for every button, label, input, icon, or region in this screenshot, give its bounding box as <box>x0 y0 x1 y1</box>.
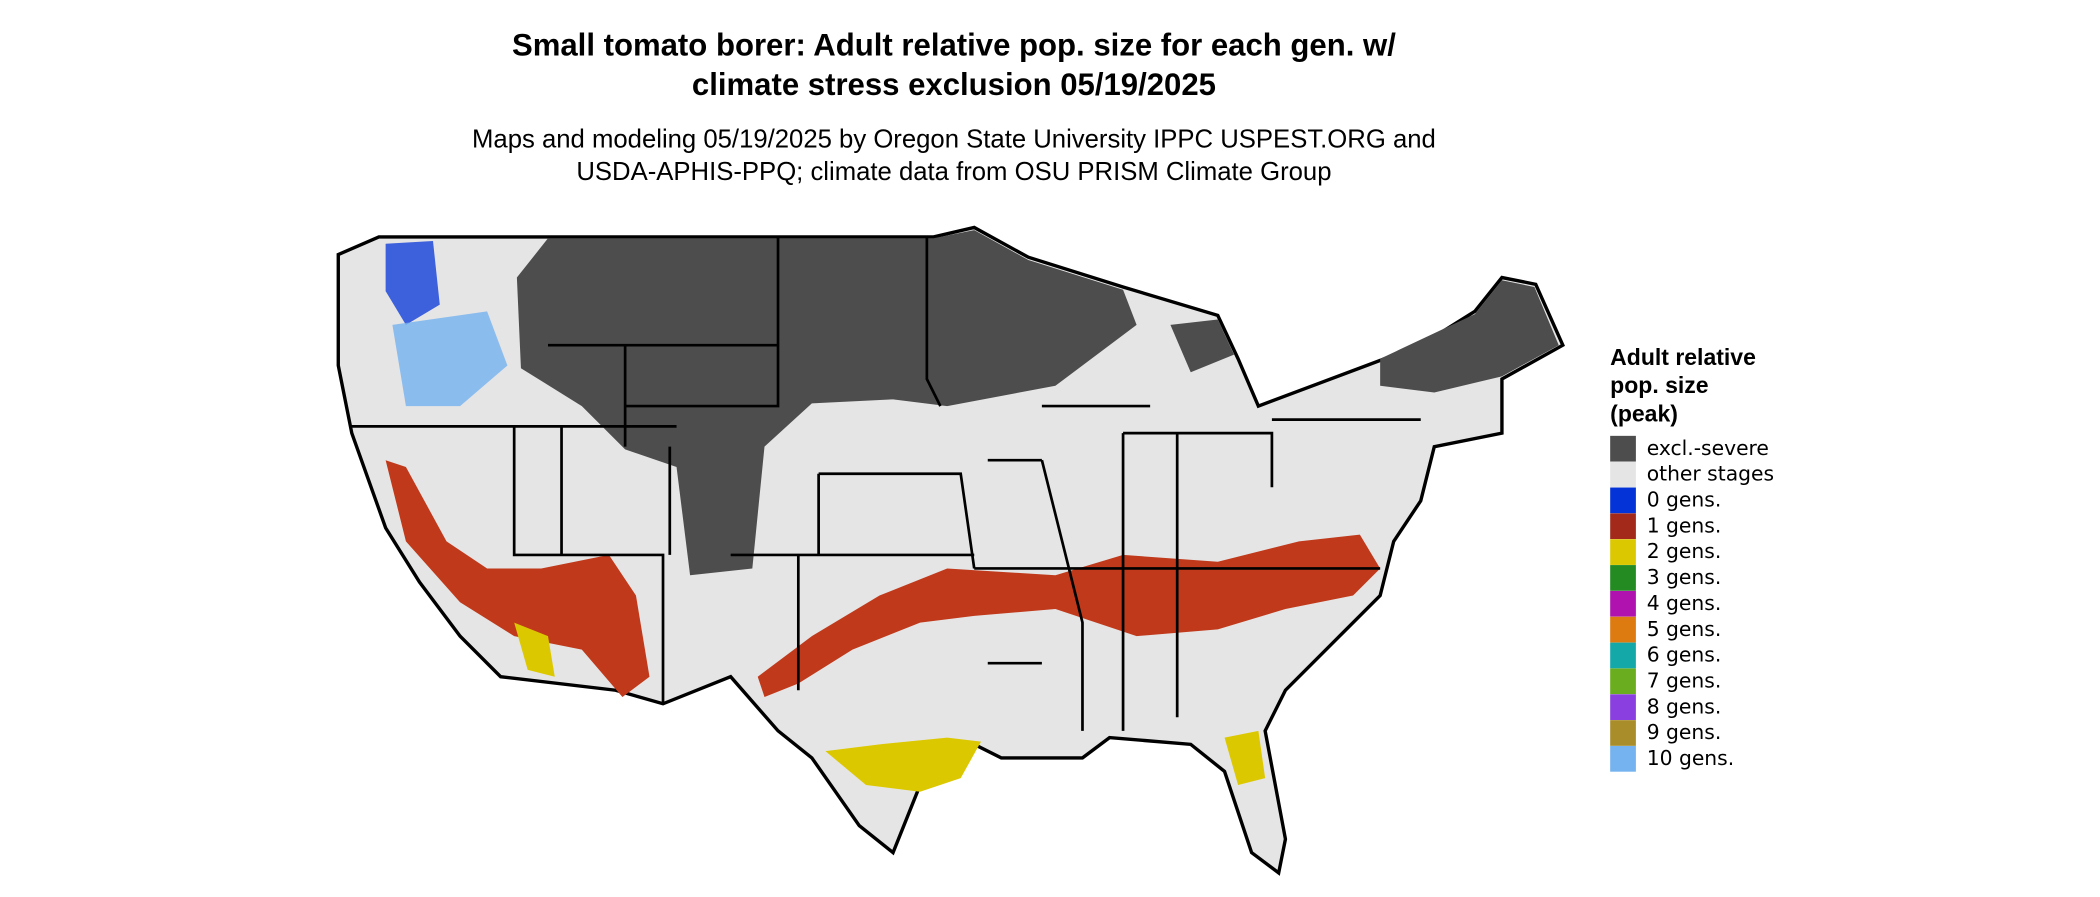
one-gen-band <box>757 534 1381 697</box>
legend-label: 10 gens. <box>1647 746 1734 770</box>
legend-label: other stages <box>1647 462 1774 486</box>
legend-label: 8 gens. <box>1647 694 1722 718</box>
legend-swatch <box>1610 668 1636 695</box>
two-gen-band <box>1224 730 1266 785</box>
legend-swatch <box>1610 694 1636 721</box>
legend-label: 6 gens. <box>1647 643 1722 667</box>
legend-swatch <box>1610 487 1636 514</box>
excluded-region <box>1170 319 1235 373</box>
two-gen-band <box>514 622 555 677</box>
legend-title: (peak) <box>1610 401 1678 427</box>
legend-label: 7 gens. <box>1647 668 1722 692</box>
excluded-region <box>1380 280 1559 393</box>
chart-title: Small tomato borer: Adult relative pop. … <box>512 28 1396 63</box>
legend-swatch <box>1610 616 1636 643</box>
state-borders <box>349 236 1421 731</box>
legend-title: pop. size <box>1610 372 1708 398</box>
legend-label: 2 gens. <box>1647 539 1722 563</box>
legend-swatch <box>1610 435 1636 462</box>
legend-swatch <box>1610 745 1636 772</box>
legend-label: 1 gens. <box>1647 513 1722 537</box>
two-gen-band <box>825 737 981 792</box>
legend-label: excl.-severe <box>1647 436 1769 460</box>
one-gen-band <box>385 460 650 697</box>
cold-region <box>392 311 508 407</box>
title-block: Small tomato borer: Adult relative pop. … <box>472 28 1436 186</box>
legend-swatch <box>1610 590 1636 617</box>
legend-label: 3 gens. <box>1647 565 1722 589</box>
legend-swatch <box>1610 539 1636 565</box>
legend-swatch <box>1610 461 1636 488</box>
chart-title: climate stress exclusion 05/19/2025 <box>692 67 1216 102</box>
legend-swatch <box>1610 513 1636 540</box>
legend-label: 4 gens. <box>1647 591 1722 615</box>
legend-label: 0 gens. <box>1647 488 1722 512</box>
excluded-region <box>516 230 1137 576</box>
legend-swatch <box>1610 720 1636 746</box>
cold-region <box>385 241 440 325</box>
legend-label: 9 gens. <box>1647 720 1722 744</box>
map <box>336 225 1565 876</box>
legend-swatch <box>1610 565 1636 591</box>
chart-subtitle: USDA-APHIS-PPQ; climate data from OSU PR… <box>576 158 1331 186</box>
legend-label: 5 gens. <box>1647 617 1722 641</box>
chart-subtitle: Maps and modeling 05/19/2025 by Oregon S… <box>472 126 1436 154</box>
legend-swatch <box>1610 642 1636 669</box>
legend-title: Adult relative <box>1610 344 1756 370</box>
